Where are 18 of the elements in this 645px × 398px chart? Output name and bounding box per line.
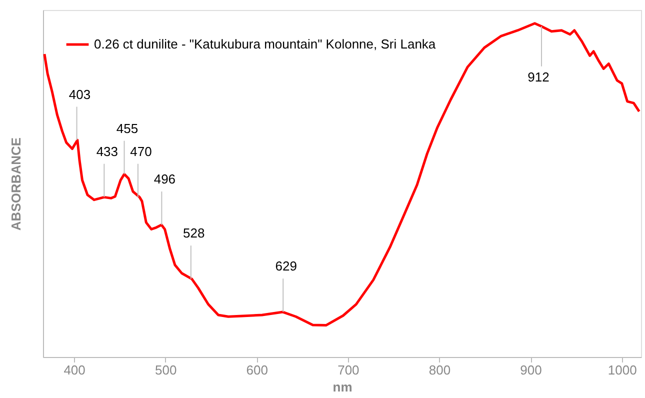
annotation: 528 bbox=[183, 226, 205, 241]
annotation: 912 bbox=[528, 69, 550, 84]
x-tick-label: 700 bbox=[338, 362, 360, 378]
annotation: 470 bbox=[130, 144, 152, 159]
annotation: 496 bbox=[154, 172, 176, 187]
x-tick-label: 600 bbox=[246, 362, 268, 378]
x-tick-label: 800 bbox=[428, 362, 451, 378]
y-axis-title: ABSORBANCE bbox=[8, 137, 24, 231]
legend-label: 0.26 ct dunilite - "Katukubura mountain" Kolonne, Sri Lanka bbox=[94, 36, 436, 52]
x-tick-label: 1000 bbox=[608, 362, 637, 378]
x-tick-label: 900 bbox=[520, 362, 542, 378]
annotation: 455 bbox=[116, 120, 138, 136]
annotation: 629 bbox=[275, 258, 297, 274]
x-tick-label: 500 bbox=[154, 362, 177, 378]
annotation: 433 bbox=[96, 144, 118, 159]
x-axis-title: nm bbox=[332, 380, 352, 394]
x-tick-label: 400 bbox=[64, 362, 86, 378]
annotation: 403 bbox=[68, 86, 91, 102]
